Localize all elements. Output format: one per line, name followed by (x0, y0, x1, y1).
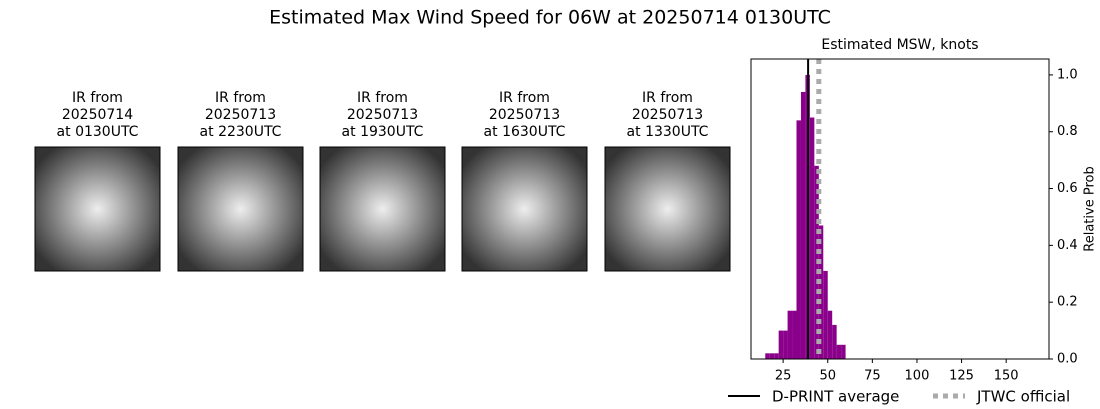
x-tick-label: 75 (864, 369, 881, 384)
ir-image (177, 146, 304, 272)
y-tick-label: 0.2 (1057, 295, 1078, 310)
panel-label: IR from (215, 90, 266, 106)
panel-label: IR from (642, 90, 693, 106)
legend-label: D-PRINT average (772, 388, 899, 406)
bar (778, 330, 784, 359)
bar (774, 353, 779, 359)
panel-label: at 1630UTC (484, 124, 566, 140)
y-axis-label: Relative Prob (1083, 166, 1098, 251)
ir-image (604, 146, 731, 272)
bar (832, 324, 837, 359)
panel-label: IR from (357, 90, 408, 106)
bar (800, 91, 806, 360)
histogram-chart: Estimated MSW, knots 25 50 75 100 125 150 0.0 0.… (728, 37, 1098, 406)
y-tick-label: 0.0 (1057, 352, 1078, 367)
panel-label: 20250713 (205, 107, 276, 123)
ir-image (34, 146, 161, 272)
chart-title: Estimated MSW, knots (821, 37, 978, 53)
x-tick-label: 50 (819, 369, 836, 384)
y-tick-label: 0.8 (1057, 124, 1078, 139)
bar (841, 344, 846, 359)
panel-label: 20250713 (347, 107, 418, 123)
y-tick-label: 0.6 (1057, 181, 1078, 196)
bar (827, 310, 833, 359)
figure-title: Estimated Max Wind Speed for 06W at 2025… (269, 7, 831, 29)
bar (823, 270, 828, 359)
panel-label: at 1930UTC (342, 124, 424, 140)
bar (787, 310, 793, 359)
ir-image (319, 146, 446, 272)
panel-label: IR from (72, 90, 123, 106)
panel-label: 20250713 (632, 107, 703, 123)
x-tick-label: 125 (949, 369, 974, 384)
ir-image (461, 146, 588, 272)
bar (769, 353, 775, 359)
panel-label: 20250713 (489, 107, 560, 123)
y-tick-label: 0.4 (1057, 238, 1078, 253)
bar (783, 330, 788, 359)
panel-label: 20250714 (62, 107, 133, 123)
plot-frame (750, 58, 1050, 360)
bar (765, 353, 770, 359)
y-tick-label: 1.0 (1057, 67, 1078, 82)
x-tick-label: 100 (905, 369, 930, 384)
x-tick-label: 150 (994, 369, 1019, 384)
bar (796, 120, 801, 359)
panel-label: at 0130UTC (57, 124, 139, 140)
panel-label: at 2230UTC (200, 124, 282, 140)
bar (809, 117, 815, 359)
legend-label: JTWC official (976, 388, 1070, 406)
panel-label: at 1330UTC (627, 124, 709, 140)
bar (792, 310, 797, 359)
bar (836, 344, 842, 359)
panel-label: IR from (499, 90, 550, 106)
x-tick-label: 25 (775, 369, 792, 384)
